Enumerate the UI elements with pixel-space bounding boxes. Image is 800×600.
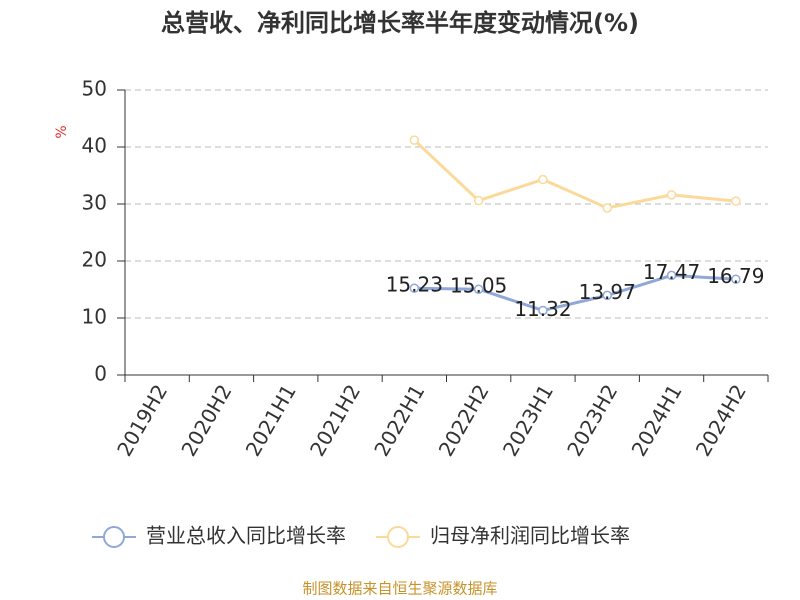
legend-label: 营业总收入同比增长率 xyxy=(146,524,346,548)
y-tick-label: 40 xyxy=(82,134,107,158)
series-line xyxy=(413,139,736,210)
data-point xyxy=(409,283,420,293)
data-point xyxy=(602,203,612,213)
data-point xyxy=(731,274,741,285)
x-tick-label: 2023H1 xyxy=(498,380,558,460)
data-point xyxy=(731,196,741,206)
data-point xyxy=(538,305,548,316)
data-point xyxy=(538,174,548,185)
data-point xyxy=(409,135,420,145)
source-note: 制图数据来自恒生聚源数据库 xyxy=(302,580,497,598)
legend-label: 归母净利润同比增长率 xyxy=(430,524,630,548)
y-tick-label: 10 xyxy=(82,305,107,329)
data-label: 15.23 xyxy=(386,273,443,297)
data-label: 13.97 xyxy=(579,280,636,304)
x-tick-label: 2021H2 xyxy=(305,380,365,460)
y-tick-label: 0 xyxy=(94,362,107,386)
data-label: 15.05 xyxy=(450,274,507,298)
chart-title: 总营收、净利同比增长率半年度变动情况(%) xyxy=(161,9,639,37)
data-point xyxy=(473,284,484,294)
x-tick-label: 2020H2 xyxy=(176,380,236,460)
legend-marker xyxy=(387,526,409,548)
x-tick-label: 2022H2 xyxy=(434,380,494,460)
series-line xyxy=(414,273,736,313)
x-tick-label: 2024H1 xyxy=(627,380,687,460)
data-label: 16.79 xyxy=(707,264,764,288)
x-tick-label: 2022H1 xyxy=(369,380,429,460)
x-tick-label: 2024H2 xyxy=(691,380,751,460)
data-point xyxy=(473,195,484,206)
x-tick-label: 2019H2 xyxy=(112,380,172,460)
y-tick-label: 30 xyxy=(82,191,107,215)
data-label: 17.47 xyxy=(643,260,700,284)
data-point xyxy=(666,270,677,281)
data-label: 11.32 xyxy=(514,297,571,321)
y-axis-label: % xyxy=(54,125,70,138)
data-point xyxy=(666,190,677,200)
data-point xyxy=(602,290,612,301)
legend-marker xyxy=(103,526,125,548)
y-tick-label: 20 xyxy=(82,248,107,272)
y-tick-label: 50 xyxy=(82,77,107,101)
x-tick-label: 2023H2 xyxy=(562,380,622,460)
x-tick-label: 2021H1 xyxy=(241,380,301,460)
